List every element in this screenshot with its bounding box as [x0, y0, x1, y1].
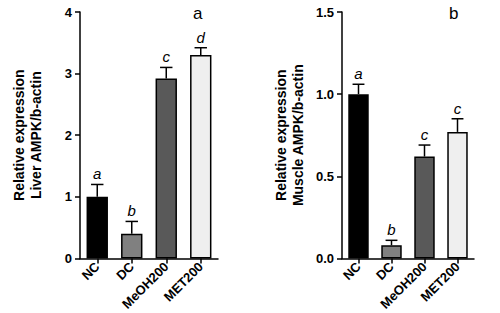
svg-text:c: c [163, 48, 171, 65]
svg-text:a: a [193, 4, 203, 23]
svg-text:Relative expression: Relative expression [273, 69, 289, 201]
svg-text:c: c [421, 126, 429, 143]
svg-text:Liver AMPK/b-actin: Liver AMPK/b-actin [28, 71, 44, 199]
svg-text:4: 4 [65, 5, 73, 20]
svg-text:Relative expression: Relative expression [11, 69, 27, 201]
svg-text:2: 2 [65, 128, 72, 143]
svg-text:0.0: 0.0 [316, 251, 334, 266]
svg-text:MET200: MET200 [417, 259, 462, 304]
svg-text:1.5: 1.5 [316, 5, 334, 20]
svg-text:b: b [387, 221, 395, 238]
svg-text:NC: NC [79, 259, 103, 283]
svg-text:DC: DC [113, 259, 137, 283]
svg-text:d: d [197, 29, 206, 46]
svg-text:1.0: 1.0 [316, 87, 334, 102]
svg-text:a: a [354, 65, 362, 82]
svg-text:a: a [93, 165, 101, 182]
svg-text:c: c [454, 100, 462, 117]
svg-text:3: 3 [65, 66, 72, 81]
svg-text:MET200: MET200 [161, 259, 206, 304]
svg-text:b: b [128, 202, 136, 219]
svg-text:MeOH200: MeOH200 [119, 259, 171, 311]
svg-text:NC: NC [340, 259, 364, 283]
svg-text:0: 0 [65, 251, 72, 266]
svg-text:0.5: 0.5 [316, 169, 334, 184]
svg-text:DC: DC [373, 259, 397, 283]
svg-text:Muscle AMPK/b-actin: Muscle AMPK/b-actin [290, 64, 306, 206]
svg-text:MeOH200: MeOH200 [377, 259, 429, 311]
svg-text:1: 1 [65, 189, 72, 204]
svg-text:b: b [449, 4, 458, 23]
